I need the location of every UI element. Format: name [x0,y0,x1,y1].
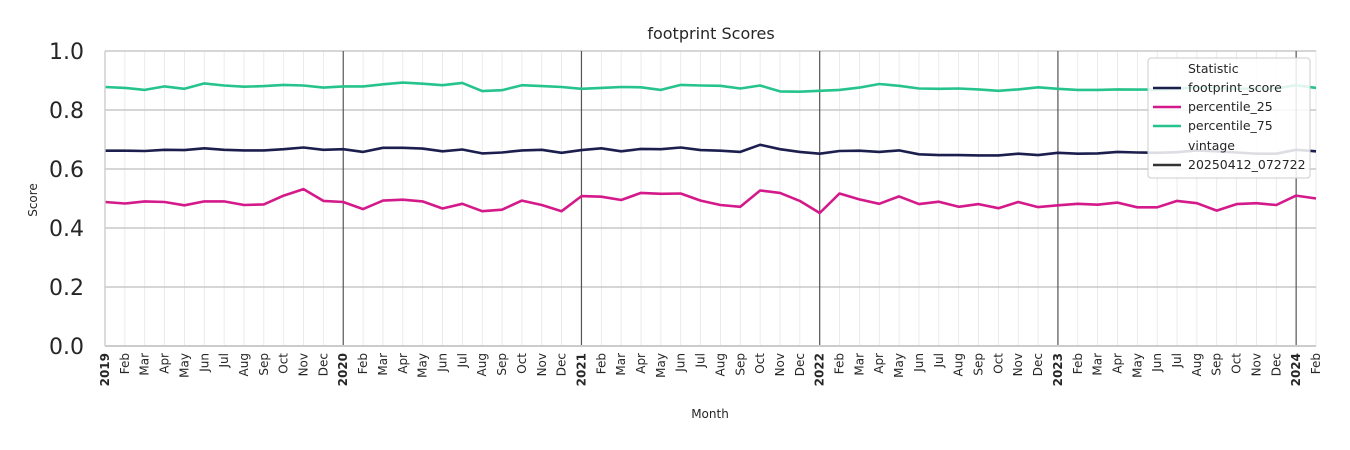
x-tick-label: Jul [455,353,469,368]
x-tick-label: Oct [277,353,291,374]
x-tick-label: Sep [972,353,986,376]
x-tick-label: Jul [1170,353,1184,368]
y-tick-label: 0.8 [49,99,84,124]
axes [104,51,1316,347]
x-tick-label: Feb [1071,353,1085,374]
x-tick-label: Apr [158,353,172,374]
x-tick-label: May [1130,353,1144,378]
x-tick-label: Sep [495,353,509,376]
y-tick-label: 0.4 [49,217,84,242]
x-tick-label: Aug [713,353,727,376]
legend-entry-vintage: 20250412_072722 [1188,157,1306,172]
legend-entry-footprint-score: footprint_score [1188,80,1282,95]
x-tick-label: Mar [138,353,152,376]
x-tick-label-year: 2020 [336,353,350,386]
x-tick-label: Jun [674,353,688,373]
x-tick-label: May [177,353,191,378]
x-tick-label: May [416,353,430,378]
x-tick-label: Apr [1111,353,1125,374]
y-tick-label: 0.2 [49,276,84,301]
x-tick-label: Feb [356,353,370,374]
x-tick-label: Dec [555,353,569,376]
legend-entry-percentile-75: percentile_75 [1188,118,1273,133]
x-tick-label: Oct [1230,353,1244,374]
x-tick-label: Apr [634,353,648,374]
x-tick-label: Oct [991,353,1005,374]
x-tick-label: Dec [1031,353,1045,376]
legend-entry-percentile-25: percentile_25 [1188,99,1273,114]
y-tick-labels: 0.0 0.2 0.4 0.6 0.8 1.0 [49,40,84,360]
x-tick-label: Mar [614,353,628,376]
x-tick-label: Nov [1249,353,1263,376]
x-tick-labels: 2019 Feb Mar Apr May Jun Jul Aug Sep Oct Nov Dec 202… [98,353,1323,387]
x-tick-label: Jul [932,353,946,368]
plot-lines [104,81,1317,215]
y-tick-label: 1.0 [49,40,84,65]
x-tick-label: Feb [118,353,132,374]
y-axis-label: Score [26,183,40,217]
x-tick-label: Dec [1269,353,1283,376]
x-tick-label: Oct [515,353,529,374]
series-line-percentile-25 [104,187,1317,215]
x-tick-label: Sep [1210,353,1224,376]
legend: Statistic footprint_score percentile_25 … [1147,57,1311,179]
legend-subtitle-vintage: vintage [1188,138,1235,153]
x-tick-label: Feb [1309,353,1323,374]
grid [105,50,1317,347]
x-tick-label-year: 2021 [575,353,589,386]
x-tick-label: May [892,353,906,378]
x-tick-label: Jun [436,353,450,373]
x-tick-label-year: 2019 [98,353,112,386]
x-tick-label: Mar [376,353,390,376]
x-tick-label: Apr [396,353,410,374]
x-tick-label: Feb [594,353,608,374]
x-tick-label: Nov [1011,353,1025,376]
x-tick-label: Jun [1150,353,1164,373]
x-tick-label: Sep [733,353,747,376]
y-tick-label: 0.0 [49,335,84,360]
x-tick-label: Mar [852,353,866,376]
chart-title: footprint Scores [647,24,774,43]
x-tick-label: Jul [217,353,231,368]
series-line-footprint-score [105,143,1317,157]
x-tick-label: Aug [952,353,966,376]
legend-title: Statistic [1188,61,1239,76]
y-tick-label: 0.6 [49,158,84,183]
x-tick-label: Aug [1190,353,1204,376]
x-tick-label: Dec [316,353,330,376]
x-tick-label: May [654,353,668,378]
x-tick-label: Feb [833,353,847,374]
x-tick-label: Jun [912,353,926,373]
x-tick-label-year: 2023 [1051,353,1065,386]
x-tick-label: Nov [773,353,787,376]
x-axis-label: Month [691,407,729,421]
series-line-percentile-75 [104,81,1317,93]
legend-frame [1147,57,1311,179]
x-tick-label: Sep [257,353,271,376]
x-tick-label: Aug [475,353,489,376]
x-tick-label: Aug [237,353,251,376]
x-tick-label: Nov [535,353,549,376]
x-tick-label-year: 2022 [813,353,827,386]
x-tick-label: Oct [753,353,767,374]
x-tick-label: Apr [872,353,886,374]
x-tick-label: Dec [793,353,807,376]
x-tick-label-year: 2024 [1289,353,1303,386]
x-tick-label: Jul [694,353,708,368]
x-tick-label: Jun [197,353,211,373]
x-tick-label: Nov [297,353,311,376]
x-tick-label: Mar [1091,353,1105,376]
